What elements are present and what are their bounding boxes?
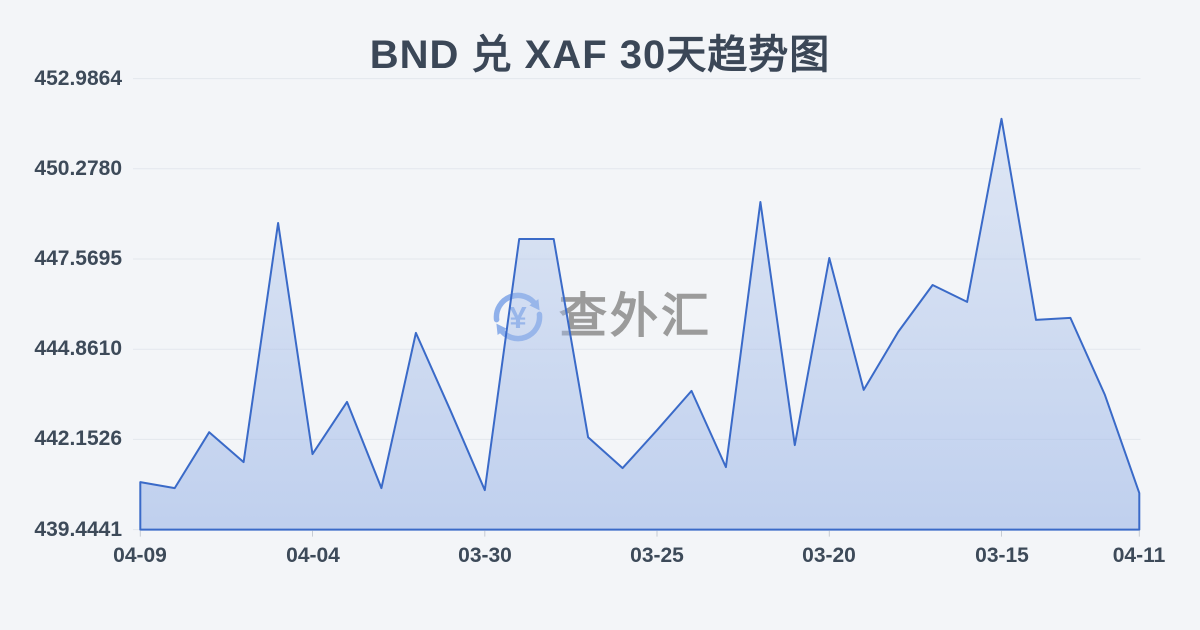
y-axis-label: 439.4441 [34, 518, 122, 541]
x-axis-label: 04-11 [1112, 544, 1166, 567]
x-axis-labels: 04-09 04-04 03-30 03-25 03-20 03-15 04-11 [0, 542, 1200, 572]
area-series [139, 117, 1141, 531]
x-axis-label: 03-25 [630, 544, 684, 567]
x-axis-label: 04-04 [286, 544, 340, 567]
x-axis-label: 03-15 [975, 544, 1029, 567]
x-axis-label: 03-20 [802, 544, 856, 567]
y-axis-label: 452.9864 [34, 67, 122, 90]
y-axis-label: 447.5695 [34, 247, 122, 270]
x-axis-label: 04-09 [113, 544, 167, 567]
chart-title: BND 兑 XAF 30天趋势图 [369, 33, 831, 77]
y-axis-labels: 452.9864 450.2780 447.5695 444.8610 442.1526… [0, 0, 122, 630]
y-axis-label: 450.2780 [34, 157, 122, 180]
y-axis-label: 444.8610 [34, 337, 122, 360]
y-axis-label: 442.1526 [34, 427, 122, 450]
x-axis-label: 03-30 [458, 544, 512, 567]
watermark-text: 查外汇 [559, 290, 713, 343]
